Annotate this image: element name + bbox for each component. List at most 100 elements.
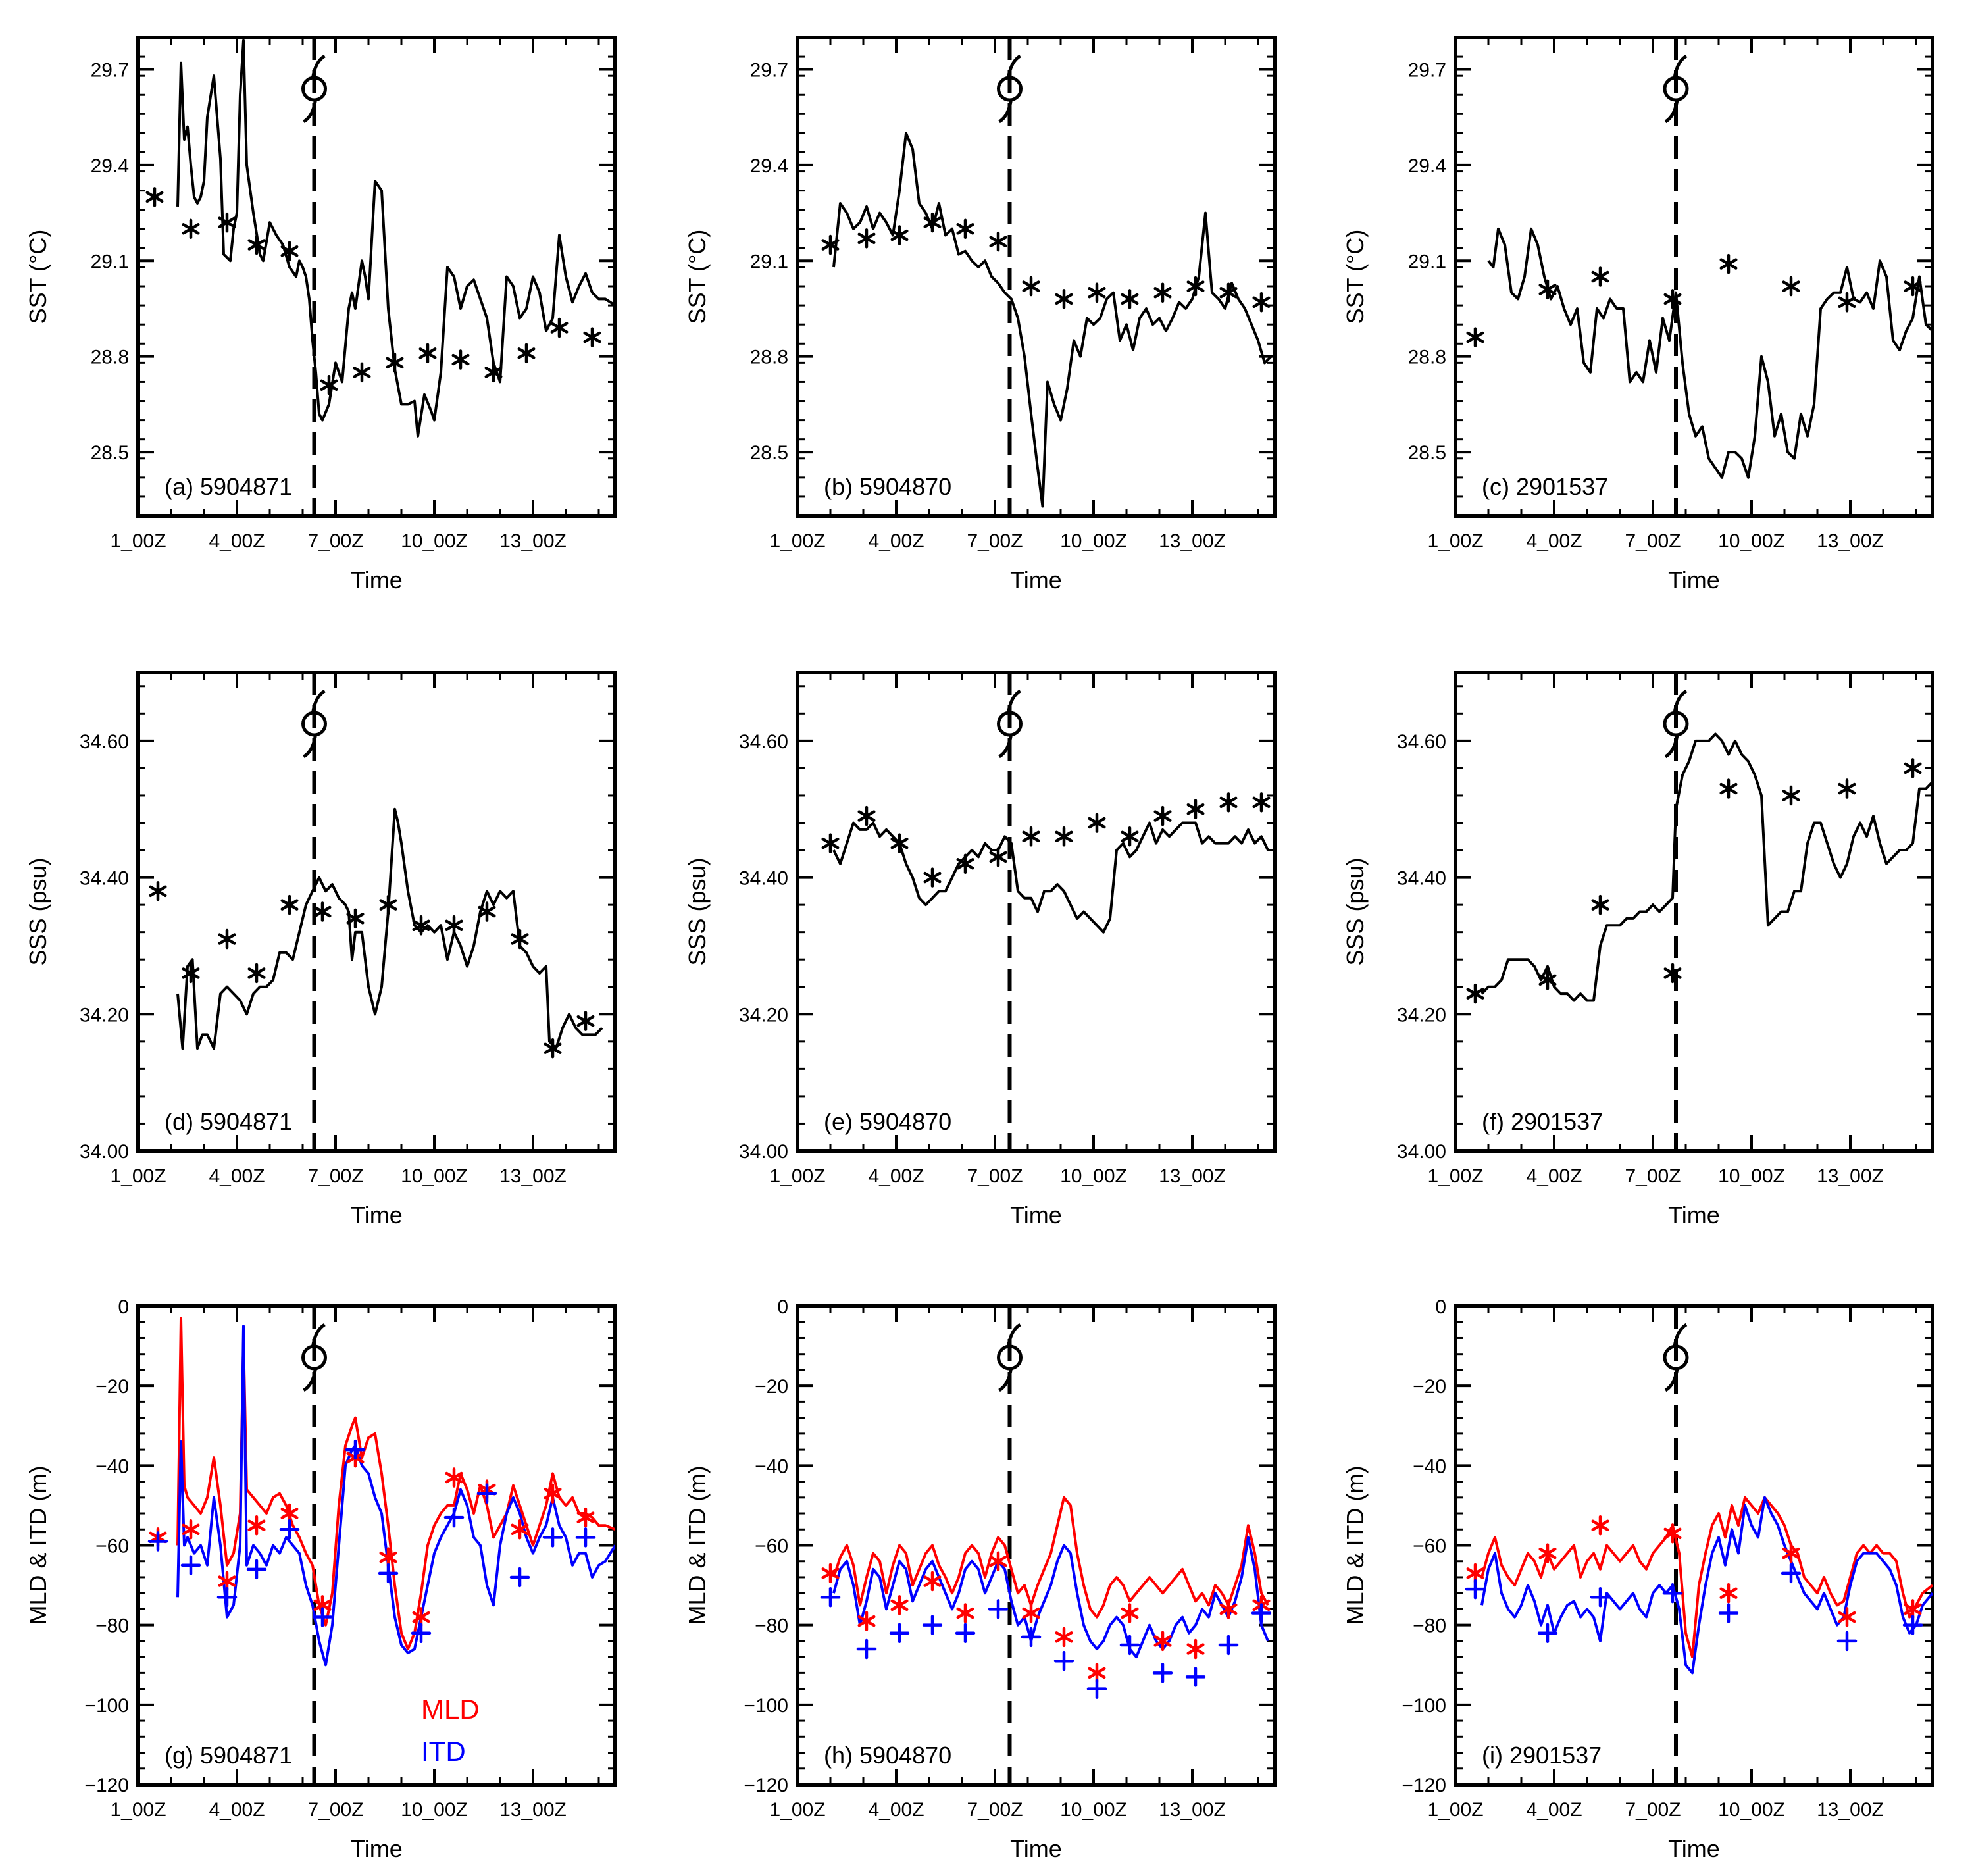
marker-stroke bbox=[576, 1015, 595, 1027]
panel-d: 34.00 34.20 34.40 34.60 1_00Z 4_00Z 7_00Z 10_00… bbox=[24, 671, 617, 1229]
y-tick-label: −60 bbox=[1413, 1536, 1446, 1558]
x-tick-label: 13_00Z bbox=[1817, 1799, 1884, 1821]
asterisk-marker bbox=[1121, 826, 1139, 847]
marker-stroke bbox=[412, 919, 430, 932]
marker-stroke bbox=[857, 1615, 876, 1627]
asterisk-marker bbox=[445, 915, 463, 936]
plot-frame bbox=[796, 671, 1277, 1153]
panel-label: (e) 5904870 bbox=[824, 1108, 951, 1135]
asterisk-marker bbox=[1219, 1599, 1238, 1619]
plus-marker bbox=[1251, 1603, 1272, 1623]
asterisk-marker bbox=[412, 1607, 430, 1627]
plus-marker bbox=[1021, 1627, 1042, 1648]
asterisk-marker bbox=[1591, 266, 1609, 287]
marker-stroke bbox=[484, 367, 503, 378]
y-tick-label: −60 bbox=[95, 1536, 129, 1558]
asterisk-marker bbox=[1186, 276, 1205, 297]
asterisk-marker bbox=[346, 908, 365, 929]
asterisk-marker bbox=[1466, 983, 1484, 1004]
marker-stroke bbox=[218, 1575, 236, 1587]
y-tick-label: 34.20 bbox=[1397, 1004, 1446, 1026]
series-group bbox=[1465, 1496, 1933, 1675]
x-tick-label: 7_00Z bbox=[1625, 530, 1681, 552]
y-tick-label: 29.4 bbox=[1408, 155, 1446, 177]
marker-stroke bbox=[1538, 284, 1557, 295]
asterisk-marker bbox=[1022, 276, 1040, 297]
asterisk-marker bbox=[445, 1467, 463, 1488]
marker-stroke bbox=[353, 367, 371, 378]
marker-stroke bbox=[1121, 1607, 1139, 1619]
asterisk-marker bbox=[1719, 253, 1738, 274]
asterisk-marker bbox=[956, 218, 974, 240]
plot-frame bbox=[796, 36, 1277, 518]
y-tick-label: 29.4 bbox=[91, 155, 129, 177]
marker-stroke bbox=[149, 885, 167, 898]
y-tick-label: −20 bbox=[95, 1376, 129, 1398]
x-tick-label: 7_00Z bbox=[307, 1799, 363, 1821]
marker-stroke bbox=[583, 331, 601, 343]
asterisk-marker bbox=[1782, 276, 1800, 297]
legend-mld: MLD bbox=[421, 1694, 480, 1725]
asterisk-marker bbox=[218, 212, 236, 233]
x-tick-label: 7_00Z bbox=[307, 530, 363, 552]
asterisk-marker bbox=[989, 847, 1007, 867]
y-tick-label: 34.20 bbox=[80, 1004, 129, 1026]
marker-stroke bbox=[989, 1555, 1007, 1567]
marker-stroke bbox=[320, 379, 338, 392]
panel-label: (f) 2901537 bbox=[1482, 1108, 1603, 1135]
x-tick-label: 7_00Z bbox=[967, 1799, 1023, 1821]
marker-stroke bbox=[923, 871, 942, 884]
cyclone-icon bbox=[997, 689, 1023, 759]
x-tick-label: 10_00Z bbox=[1060, 1799, 1127, 1821]
marker-stroke bbox=[956, 1607, 974, 1619]
panel-label: (g) 5904871 bbox=[164, 1742, 292, 1769]
marker-stroke bbox=[1663, 293, 1682, 305]
asterisk-marker bbox=[247, 963, 266, 984]
plus-marker bbox=[1718, 1603, 1739, 1623]
marker-stroke bbox=[1153, 1635, 1172, 1647]
asterisk-marker bbox=[1153, 805, 1172, 826]
plot-frame bbox=[796, 1304, 1277, 1787]
y-tick-label: 28.5 bbox=[750, 442, 788, 464]
plus-marker bbox=[279, 1519, 300, 1540]
plot-frame bbox=[1454, 671, 1934, 1153]
marker-stroke bbox=[1153, 286, 1172, 299]
marker-stroke bbox=[1719, 258, 1738, 270]
asterisk-marker bbox=[1252, 792, 1271, 813]
plus-marker bbox=[955, 1623, 976, 1644]
asterisk-marker bbox=[821, 833, 840, 853]
y-tick-label: 29.7 bbox=[1408, 59, 1446, 81]
x-axis-label: Time bbox=[1668, 1202, 1720, 1229]
cyclone-arm bbox=[311, 689, 326, 713]
marker-stroke bbox=[182, 1523, 200, 1536]
asterisk-marker bbox=[890, 225, 909, 245]
asterisk-marker bbox=[511, 1519, 529, 1540]
asterisk-marker bbox=[1121, 1603, 1139, 1623]
asterisk-marker bbox=[280, 894, 299, 915]
asterisk-marker bbox=[1663, 289, 1682, 309]
y-tick-label: −80 bbox=[755, 1615, 788, 1637]
asterisk-marker bbox=[923, 1571, 942, 1592]
series-line-model bbox=[1480, 732, 1933, 1002]
asterisk-marker bbox=[1904, 276, 1922, 297]
asterisk-marker bbox=[857, 1611, 876, 1631]
y-tick-label: 34.00 bbox=[80, 1141, 129, 1163]
x-tick-label: 10_00Z bbox=[401, 1165, 468, 1187]
panel-label: (h) 5904870 bbox=[824, 1742, 951, 1769]
x-tick-label: 4_00Z bbox=[1526, 1165, 1582, 1187]
cyclone-arm bbox=[998, 99, 1013, 124]
plus-marker bbox=[180, 1555, 201, 1576]
y-tick-label: −100 bbox=[744, 1695, 788, 1717]
plus-marker bbox=[575, 1527, 596, 1548]
marker-stroke bbox=[1782, 1547, 1800, 1559]
plus-marker bbox=[147, 1531, 168, 1552]
x-tick-label: 10_00Z bbox=[1718, 530, 1785, 552]
asterisk-marker bbox=[576, 1507, 595, 1528]
asterisk-marker bbox=[313, 901, 332, 922]
legend-itd: ITD bbox=[421, 1736, 466, 1767]
marker-stroke bbox=[1055, 293, 1073, 305]
cyclone-icon bbox=[1663, 689, 1689, 759]
asterisk-marker bbox=[517, 343, 536, 364]
y-tick-label: 28.8 bbox=[1408, 347, 1446, 368]
series-group bbox=[147, 1317, 615, 1667]
